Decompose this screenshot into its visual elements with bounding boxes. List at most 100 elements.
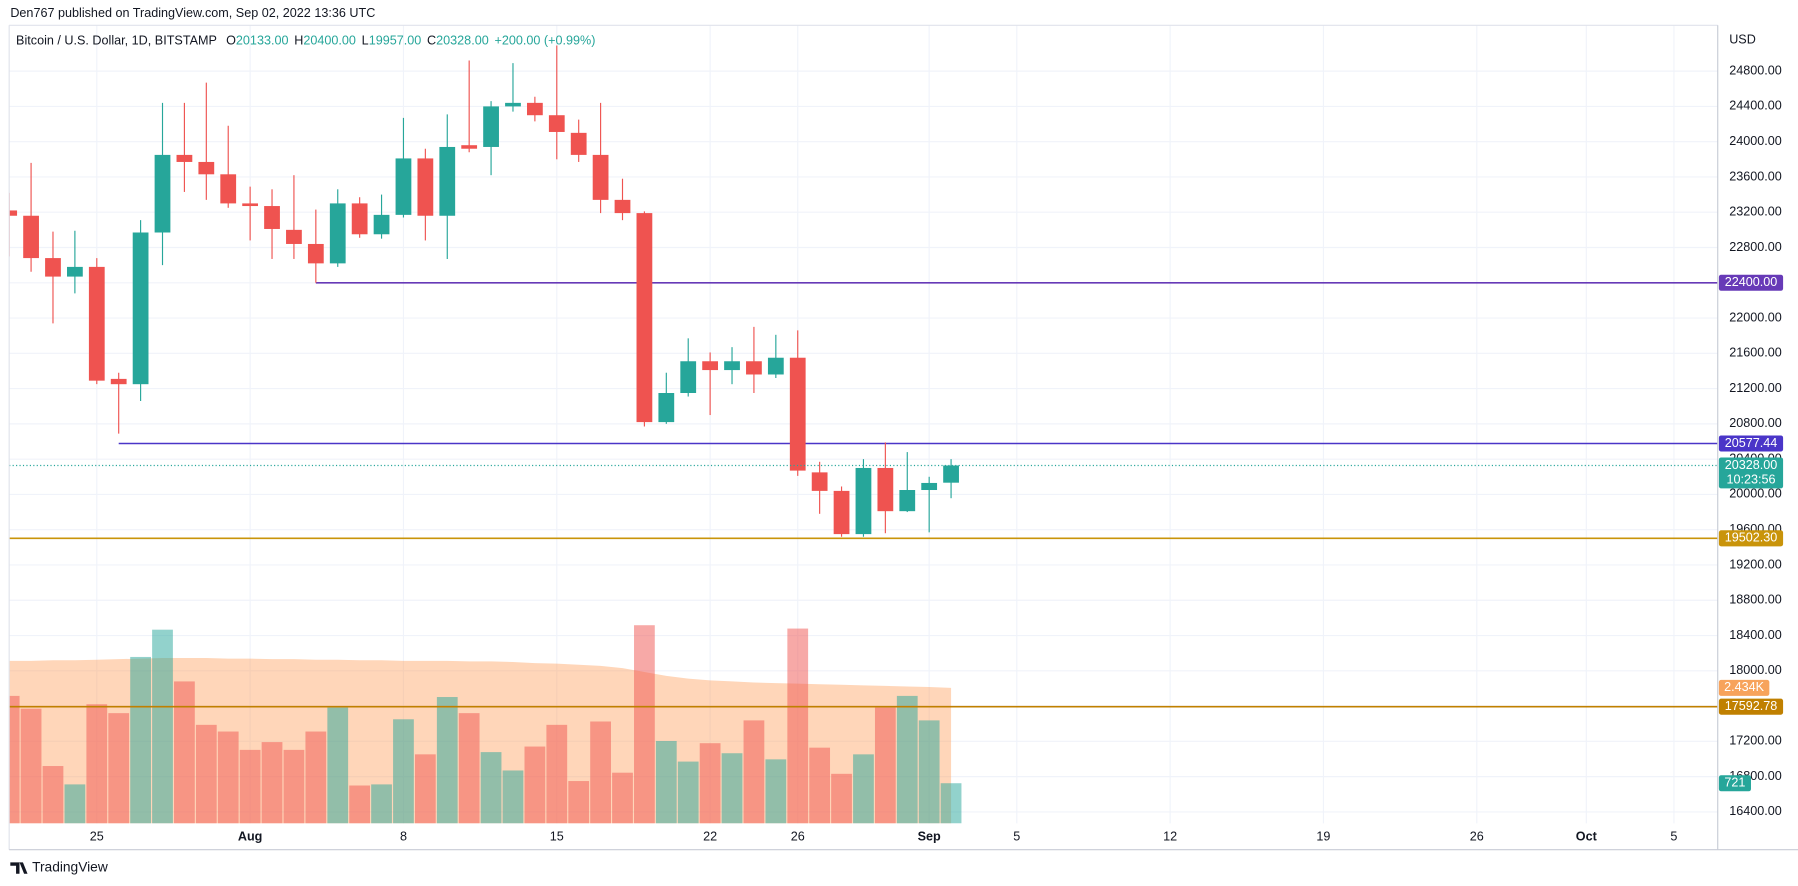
volume-bar bbox=[108, 713, 130, 824]
y-tick-label: 18000.00 bbox=[1729, 663, 1782, 677]
y-tick-label: 22000.00 bbox=[1729, 310, 1782, 324]
header: Den767 published on TradingView.com, Sep… bbox=[10, 6, 375, 20]
volume-bar bbox=[64, 784, 86, 824]
price-tag-label: 19502.30 bbox=[1725, 531, 1778, 545]
x-tick-label: 15 bbox=[550, 829, 564, 843]
volume-bar bbox=[524, 746, 546, 824]
volume-bar bbox=[655, 740, 677, 824]
x-tick-label: Oct bbox=[1576, 829, 1598, 843]
candle-body bbox=[132, 232, 149, 385]
price-tag bbox=[1718, 274, 1784, 291]
candle-body bbox=[176, 154, 193, 162]
volume-bar bbox=[787, 628, 809, 824]
x-tick-label: 8 bbox=[400, 829, 407, 843]
candle-body bbox=[921, 482, 938, 491]
legend-key: C bbox=[427, 34, 436, 48]
candle-body bbox=[417, 158, 434, 216]
candle-body bbox=[395, 158, 412, 215]
legend-symbol: Bitcoin / U.S. Dollar, 1D, BITSTAMP bbox=[16, 34, 217, 48]
candle-body bbox=[855, 467, 872, 535]
price-tag bbox=[1718, 698, 1784, 715]
volume-bar bbox=[305, 731, 327, 824]
candle-body bbox=[220, 174, 237, 204]
candle-body bbox=[592, 154, 609, 200]
footer: TradingView bbox=[32, 860, 108, 875]
volume-bar bbox=[874, 707, 896, 824]
volume-bar bbox=[699, 743, 721, 824]
candle-body bbox=[264, 206, 280, 229]
candle-body bbox=[548, 115, 565, 132]
y-tick-label: 22800.00 bbox=[1729, 240, 1782, 254]
volume-bar bbox=[918, 720, 940, 824]
y-tick-label: 24000.00 bbox=[1729, 134, 1782, 148]
candle-body bbox=[833, 490, 850, 535]
price-pane bbox=[9, 45, 1718, 708]
legend: Bitcoin / U.S. Dollar, 1D, BITSTAMP O2013… bbox=[16, 34, 595, 48]
candle-body bbox=[198, 161, 215, 175]
countdown: 10:23:56 bbox=[1726, 473, 1775, 487]
volume-bar bbox=[853, 754, 874, 824]
volume-bar bbox=[458, 713, 480, 824]
y-tick-label: 24400.00 bbox=[1729, 99, 1782, 113]
candle-body bbox=[23, 215, 39, 259]
y-tick-label: 18800.00 bbox=[1729, 593, 1782, 607]
candle-body bbox=[307, 243, 324, 264]
volume-bar bbox=[327, 707, 349, 824]
candle-body bbox=[767, 357, 784, 375]
legend-value: 20328.00 bbox=[436, 34, 489, 48]
volume-bar bbox=[502, 770, 524, 824]
volume-last-label: 721 bbox=[1724, 776, 1745, 790]
candle-body bbox=[680, 361, 697, 394]
legend-key: L bbox=[362, 34, 369, 48]
currency: USD bbox=[1729, 32, 1756, 46]
candle-body bbox=[439, 146, 456, 216]
volume-bar bbox=[809, 747, 831, 824]
candle-body bbox=[526, 102, 543, 116]
volume-bar bbox=[283, 749, 305, 824]
volume-bar bbox=[677, 761, 699, 824]
volume-bar bbox=[152, 629, 173, 824]
volume-bar bbox=[480, 752, 502, 824]
x-tick-label: 5 bbox=[1670, 829, 1677, 843]
price-tag bbox=[1718, 530, 1784, 547]
x-tick-label: 26 bbox=[1470, 829, 1484, 843]
volume-bar bbox=[612, 772, 633, 824]
volume-bar bbox=[130, 656, 151, 824]
candle-body bbox=[351, 203, 368, 235]
volume-bar bbox=[217, 731, 239, 824]
volume-bar bbox=[42, 766, 64, 824]
candle-body bbox=[811, 472, 828, 491]
volume-bar bbox=[568, 781, 590, 824]
candle-body bbox=[286, 229, 302, 244]
volume-bar bbox=[721, 753, 743, 824]
volume-bar bbox=[239, 749, 261, 824]
candle-body bbox=[9, 210, 18, 216]
y-tick-label: 21200.00 bbox=[1729, 381, 1782, 395]
legend-value: 20133.00 bbox=[236, 34, 289, 48]
volume-bar bbox=[371, 784, 392, 824]
price-tag-label: 20577.44 bbox=[1725, 436, 1778, 450]
volume-pane bbox=[9, 625, 962, 824]
volume-bar bbox=[896, 695, 918, 824]
axes: 16400.0016800.0017200.0017600.0018000.00… bbox=[90, 63, 1782, 843]
x-tick-label: Aug bbox=[238, 829, 263, 843]
legend-key: O bbox=[226, 34, 236, 48]
candle-body bbox=[570, 132, 587, 155]
x-tick-label: 5 bbox=[1013, 829, 1020, 843]
volume-bar bbox=[940, 783, 962, 824]
y-tick-label: 19200.00 bbox=[1729, 557, 1782, 571]
legend-change: +200.00 (+0.99%) bbox=[494, 34, 595, 48]
candle-body bbox=[877, 467, 894, 512]
x-tick-label: Sep bbox=[918, 829, 941, 843]
y-tick-label: 21600.00 bbox=[1729, 346, 1782, 360]
candle-body bbox=[702, 361, 719, 371]
volume-bar bbox=[20, 708, 42, 824]
volume-bar bbox=[743, 720, 765, 824]
candle-body bbox=[658, 393, 675, 423]
current-price-tag bbox=[1718, 457, 1784, 489]
volume-ma-label: 2.434K bbox=[1724, 680, 1765, 694]
x-tick-label: 26 bbox=[791, 829, 805, 843]
price-tag-label: 22400.00 bbox=[1725, 275, 1778, 289]
